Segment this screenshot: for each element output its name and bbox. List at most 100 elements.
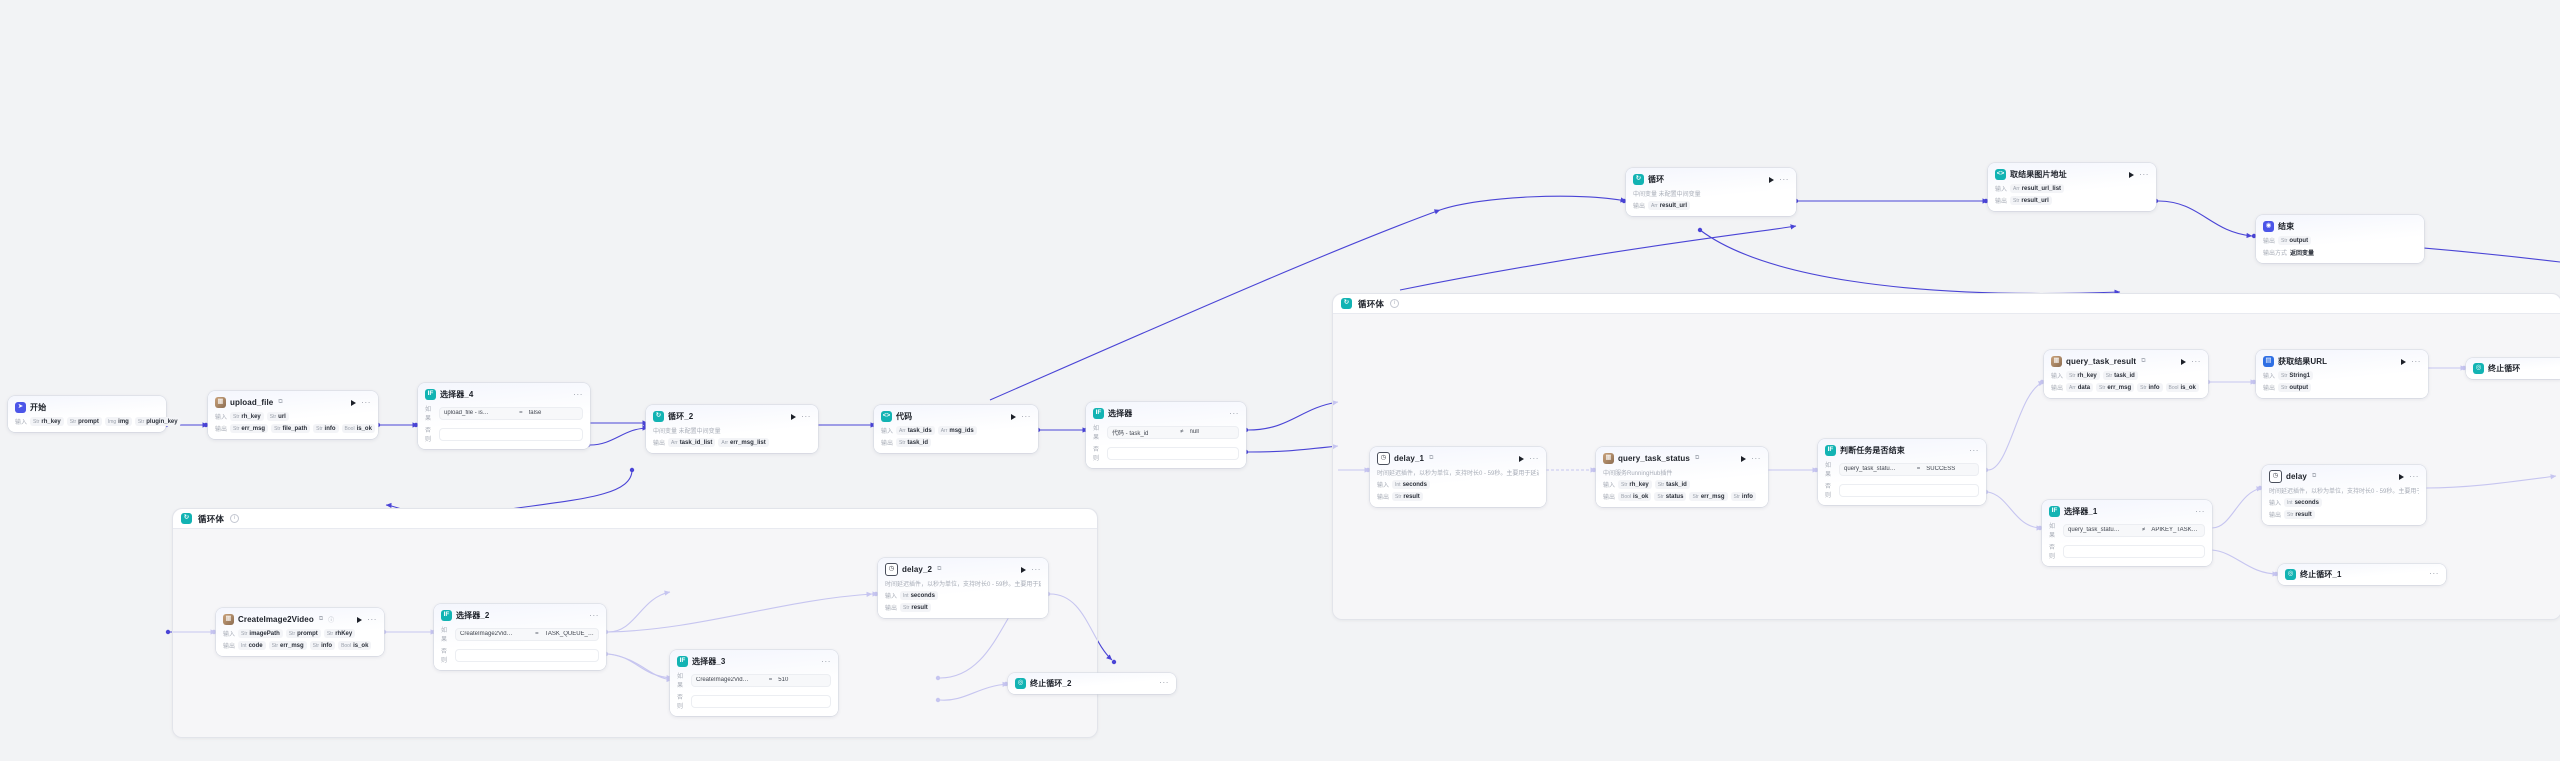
condition-box-empty[interactable]: [439, 427, 583, 441]
node-delay[interactable]: ◷ delay ⧉ ··· 时间延迟插件，以秒为单位，支持时长0 - 59秒。主…: [2262, 465, 2426, 525]
more-button[interactable]: ···: [1751, 453, 1761, 463]
more-button[interactable]: ···: [367, 614, 377, 624]
run-button[interactable]: [1741, 455, 1747, 462]
more-button[interactable]: ···: [2191, 356, 2201, 366]
condition-box-empty[interactable]: [2063, 544, 2205, 558]
more-button[interactable]: ···: [573, 389, 583, 399]
condition-box[interactable]: query_task_statu… = SUCCESS: [1839, 462, 1979, 476]
chip-type: Str: [69, 418, 77, 425]
more-button[interactable]: ···: [1969, 445, 1979, 455]
more-button[interactable]: ···: [1229, 408, 1239, 418]
if-icon: IF: [425, 389, 436, 400]
node-loop[interactable]: ↻ 循环 ··· 中间变量 未配置中间变量 输出 Arr result_url: [1626, 168, 1796, 216]
cond-right: 510: [778, 677, 789, 683]
more-button[interactable]: ···: [2409, 471, 2419, 481]
more-button[interactable]: ···: [2429, 569, 2439, 578]
more-button[interactable]: ···: [2411, 356, 2421, 366]
chip-type: Str: [1692, 493, 1699, 500]
condition-box[interactable]: CreateImage2Vid… = TASK_QUEUE_M…: [455, 627, 599, 641]
param-chip: Str err_msg: [2096, 383, 2135, 392]
node-selector[interactable]: IF 选择器 ··· 如果 代码 - task_id ≠ null 否则: [1086, 402, 1246, 468]
run-button[interactable]: [1011, 413, 1017, 420]
info-icon[interactable]: i: [230, 514, 240, 523]
condition-if: 如果 CreateImage2Vid… = TASK_QUEUE_M…: [441, 625, 599, 643]
chip-type: Int: [2287, 499, 2293, 506]
node-stop-loop-2[interactable]: ◎ 终止循环_2 ···: [1008, 673, 1176, 694]
node-selector-3[interactable]: IF 选择器_3 ··· 如果 CreateImage2Vid… = 510 否…: [670, 650, 838, 716]
run-button[interactable]: [791, 413, 797, 420]
param-chip: Str prompt: [66, 417, 102, 426]
run-button[interactable]: [2399, 473, 2405, 480]
run-button[interactable]: [2401, 358, 2407, 365]
field-row: 输出 Str result: [2269, 510, 2419, 519]
param-chip: Arr err_msg_list: [718, 438, 769, 447]
info-icon[interactable]: i: [1390, 299, 1400, 308]
node-judge-task-done[interactable]: IF 判断任务是否结束 ··· 如果 query_task_statu… = S…: [1818, 439, 1986, 505]
more-button[interactable]: ···: [2195, 506, 2205, 516]
node-delay-1[interactable]: ◷ delay_1 ⧉ ··· 时间延迟插件，以秒为单位，支持时长0 - 59秒…: [1370, 447, 1546, 507]
more-button[interactable]: ···: [2139, 169, 2149, 179]
chip-type: Str: [269, 413, 277, 420]
chip-type: Str: [2281, 372, 2288, 379]
more-button[interactable]: ···: [1159, 678, 1169, 687]
node-selector-2[interactable]: IF 选择器_2 ··· 如果 CreateImage2Vid… = TASK_…: [434, 604, 606, 670]
param-chip: Str rh_key: [230, 412, 264, 421]
condition-box-empty[interactable]: [1107, 446, 1239, 460]
condition-box[interactable]: CreateImage2Vid… = 510: [691, 673, 831, 687]
more-button[interactable]: ···: [1031, 564, 1041, 574]
param-chip: Str err_msg: [230, 424, 269, 433]
chip-name: seconds: [2294, 499, 2319, 506]
param-chip: Arr msg_ids: [937, 426, 977, 435]
chip-type: Int: [903, 592, 909, 599]
chip-type: Arr: [721, 439, 729, 446]
node-upload-file[interactable]: ▦ upload_file ⧉ ··· 输入 Str rh_key Str ur…: [208, 391, 378, 439]
run-button[interactable]: [1021, 566, 1027, 573]
field-row: 输出 Str result: [885, 603, 1041, 612]
info-icon[interactable]: ⓘ: [328, 618, 335, 624]
node-create-image2video[interactable]: ▦ CreateImage2Video ⧉ ⓘ ··· 输入 Str image…: [216, 608, 384, 656]
run-button[interactable]: [2181, 358, 2187, 365]
node-get-result-image[interactable]: <> 取结果图片地址 ··· 输入 Arr result_url_list 输出…: [1988, 163, 2156, 211]
more-button[interactable]: ···: [1021, 411, 1031, 421]
node-selector-1[interactable]: IF 选择器_1 ··· 如果 query_task_statu… ≠ APIK…: [2042, 500, 2212, 566]
node-selector-4[interactable]: IF 选择器_4 ··· 如果 upload_file - is… = fals…: [418, 383, 590, 449]
node-header: ↻ 循环 ···: [1633, 173, 1789, 186]
node-delay-2[interactable]: ◷ delay_2 ⧉ ··· 时间延迟插件，以秒为单位，支持时长0 - 59秒…: [878, 558, 1048, 618]
condition-box-empty[interactable]: [1839, 483, 1979, 497]
run-button[interactable]: [351, 399, 357, 406]
chip-name: info: [324, 425, 336, 432]
run-button[interactable]: [357, 616, 363, 623]
chip-name: task_id: [907, 439, 929, 446]
node-end[interactable]: ◉ 结束 输出 Str output 输出方式 返回变量: [2256, 215, 2424, 263]
node-code[interactable]: <> 代码 ··· 输入 Arr task_ids Arr msg_ids 输出…: [874, 405, 1038, 453]
node-start[interactable]: ➤ 开始 输入 Str rh_key Str prompt Img img St…: [8, 396, 181, 432]
node-title: 开始: [30, 403, 47, 412]
node-query-task-status[interactable]: ▦ query_task_status ⧉ ··· 中间服务RunningHub…: [1596, 447, 1768, 507]
node-get-result-url[interactable]: ▤ 获取结果URL ··· 输入 Str String1 输出 Str outp…: [2256, 350, 2428, 398]
if-icon: IF: [1093, 408, 1104, 419]
run-button[interactable]: [1769, 176, 1775, 183]
param-chip: Str rh_key: [2066, 371, 2100, 380]
node-stop-loop-1[interactable]: ◎ 终止循环_1 ···: [2278, 564, 2446, 585]
more-button[interactable]: ···: [1779, 174, 1789, 184]
row-label: 输入: [1377, 483, 1390, 489]
condition-box[interactable]: upload_file - is… = false: [439, 406, 583, 420]
copy-icon: ⧉: [2141, 358, 2146, 364]
condition-box[interactable]: 代码 - task_id ≠ null: [1107, 425, 1239, 439]
cond-left: CreateImage2Vid…: [460, 631, 513, 637]
node-query-task-result[interactable]: ▦ query_task_result ⧉ ··· 输入 Str rh_key …: [2044, 350, 2208, 398]
more-button[interactable]: ···: [361, 397, 371, 407]
more-button[interactable]: ···: [801, 411, 811, 421]
more-button[interactable]: ···: [589, 610, 599, 620]
node-loop-2[interactable]: ↻ 循环_2 ··· 中间变量 未配置中间变量 输出 Arr task_id_l…: [646, 405, 818, 453]
condition-box-empty[interactable]: [691, 694, 831, 708]
plugin-icon: ▦: [1603, 453, 1614, 464]
condition-box-empty[interactable]: [455, 648, 599, 662]
more-button[interactable]: ···: [1529, 453, 1539, 463]
condition-box[interactable]: query_task_statu… ≠ APIKEY_TASK_ST…: [2063, 523, 2205, 537]
run-button[interactable]: [2129, 171, 2135, 178]
more-button[interactable]: ···: [821, 656, 831, 666]
run-button[interactable]: [1519, 455, 1525, 462]
node-stop-loop[interactable]: ◎ 终止循环: [2466, 358, 2560, 379]
